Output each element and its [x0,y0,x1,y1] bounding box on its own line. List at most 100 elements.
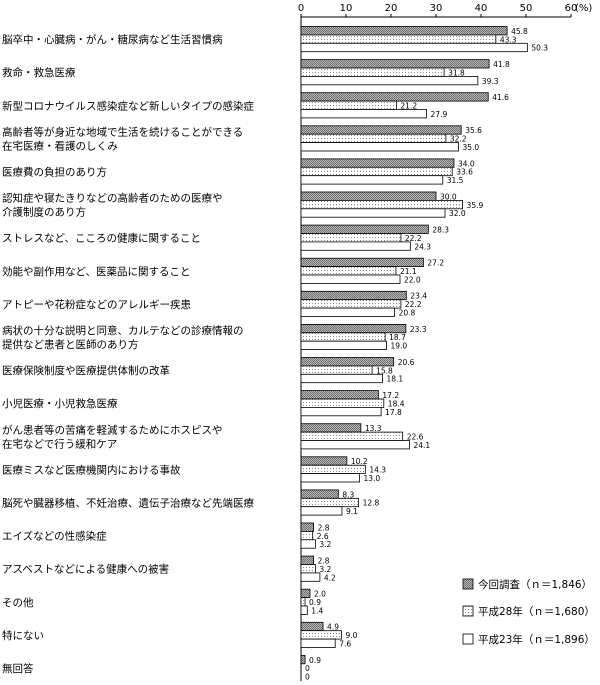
data-label: 12.8 [363,499,380,508]
data-label: 17.2 [382,391,399,400]
bar-dense [300,588,311,599]
data-label: 15.8 [376,366,393,375]
data-label: 4.2 [324,573,336,582]
data-label: 24.3 [414,242,431,251]
bar-dots [300,630,342,640]
category-label: 認知症や寝たきりなどの高齢者のための医療や [2,192,223,205]
x-tick-label: 40 [475,3,488,14]
data-label: 35.9 [467,201,484,210]
bar-dots [300,431,404,441]
category-label: がん患者等の苦痛を軽減するためにホスピスや [2,423,223,436]
x-tick-label: 30 [430,3,443,14]
data-label: 8.3 [342,490,354,499]
data-label: 3.2 [319,540,331,549]
bar-white [300,307,395,317]
category-label: 脳死や臓器移植、不妊治療、遺伝子治療など先端医療 [2,497,254,510]
bar-white [300,241,411,251]
data-label: 17.8 [385,408,402,417]
category-label: 在宅などで行う緩和ケア [2,437,117,450]
legend-swatch-white [462,633,474,645]
data-label: 4.9 [327,623,339,632]
bar-dots [300,332,386,342]
category-label: 小児医療・小児救急医療 [2,397,118,410]
bar-dense [300,423,362,433]
bar-white [300,605,308,615]
data-label: 9.0 [346,631,358,640]
bar-dots [300,597,306,607]
category-label: 特にない [2,630,44,642]
bar-white [300,142,459,152]
category-label: 高齢者等が身近な地域で生活を続けることができる [2,125,243,138]
x-tick-label: 60 [565,3,578,14]
category-label: 病状の十分な説明と同意、カルテなどの診療情報の [2,324,244,337]
category-label: 医療保険制度や医療提供体制の改革 [2,364,170,377]
bar-white [300,208,446,218]
category-label: 効能や副作用など、医薬品に関すること [2,265,190,278]
data-label: 31.8 [448,68,465,77]
bar-dots [300,497,359,508]
data-label: 7.6 [339,640,351,649]
bar-dense [300,323,407,334]
bar-dense [300,92,489,102]
bar-dense [300,655,306,665]
bar-white [300,76,479,86]
bar-white [300,340,387,351]
data-label: 22.2 [405,300,422,309]
data-label: 22.2 [405,234,422,243]
category-label: 無回答 [2,662,34,675]
bar-dots [300,233,402,243]
bar-dense [300,489,339,499]
data-label: 35.0 [463,143,480,152]
category-label: エイズなどの性感染症 [2,530,107,543]
bar-white [300,406,382,417]
bar-white [300,373,383,384]
category-label: 在宅医療・看護のしくみ [2,139,118,152]
category-label: ストレスなど、こころの健康に関すること [2,232,201,245]
bar-white [300,274,401,284]
category-label: 医療費の負担のあり方 [2,166,107,179]
legend-label: 平成23年（ｎ＝1,896） [478,633,595,646]
data-label: 22.6 [407,433,424,442]
bar-dots [300,67,445,77]
x-tick-label: 0 [298,3,304,14]
category-label: その他 [2,596,34,609]
bar-dense [300,191,437,201]
data-label: 13.3 [365,424,382,433]
category-label: アスベストなどによる健康への被害 [2,563,169,576]
bar-white [300,440,410,450]
data-label: 24.1 [413,441,430,450]
data-label: 10.2 [351,457,368,466]
axis-unit-label: (%) [575,3,592,14]
bar-dense [300,158,455,168]
data-label: 41.8 [493,60,510,69]
bar-white [300,473,360,483]
bar-dense [300,290,407,301]
data-label: 27.2 [427,259,444,268]
data-label: 23.3 [410,325,427,334]
data-label: 3.2 [319,565,331,574]
data-label: 1.4 [311,606,323,615]
data-label: 18.4 [388,399,405,408]
bar-dots [300,133,447,143]
data-label: 2.0 [314,590,326,599]
data-label: 9.1 [346,507,358,516]
category-label: 脳卒中・心臓病・がん・糖尿病など生活習慣病 [2,33,223,46]
bar-dots [300,464,366,475]
data-label: 18.7 [389,333,406,342]
bar-dots [300,564,316,574]
data-label: 0 [305,664,310,673]
data-label: 20.8 [399,309,416,318]
bar-dense [300,26,508,36]
data-label: 43.3 [500,35,517,44]
bar-dense [300,357,395,367]
data-label: 30.0 [440,192,457,201]
x-tick-label: 50 [520,3,533,14]
data-label: 20.6 [398,358,415,367]
bar-dense [300,456,348,466]
data-label: 31.5 [447,176,464,185]
bar-white [300,506,343,516]
data-label: 22.0 [404,275,421,284]
category-label: 新型コロナウイルス感染症など新しいタイプの感染症 [2,99,254,112]
